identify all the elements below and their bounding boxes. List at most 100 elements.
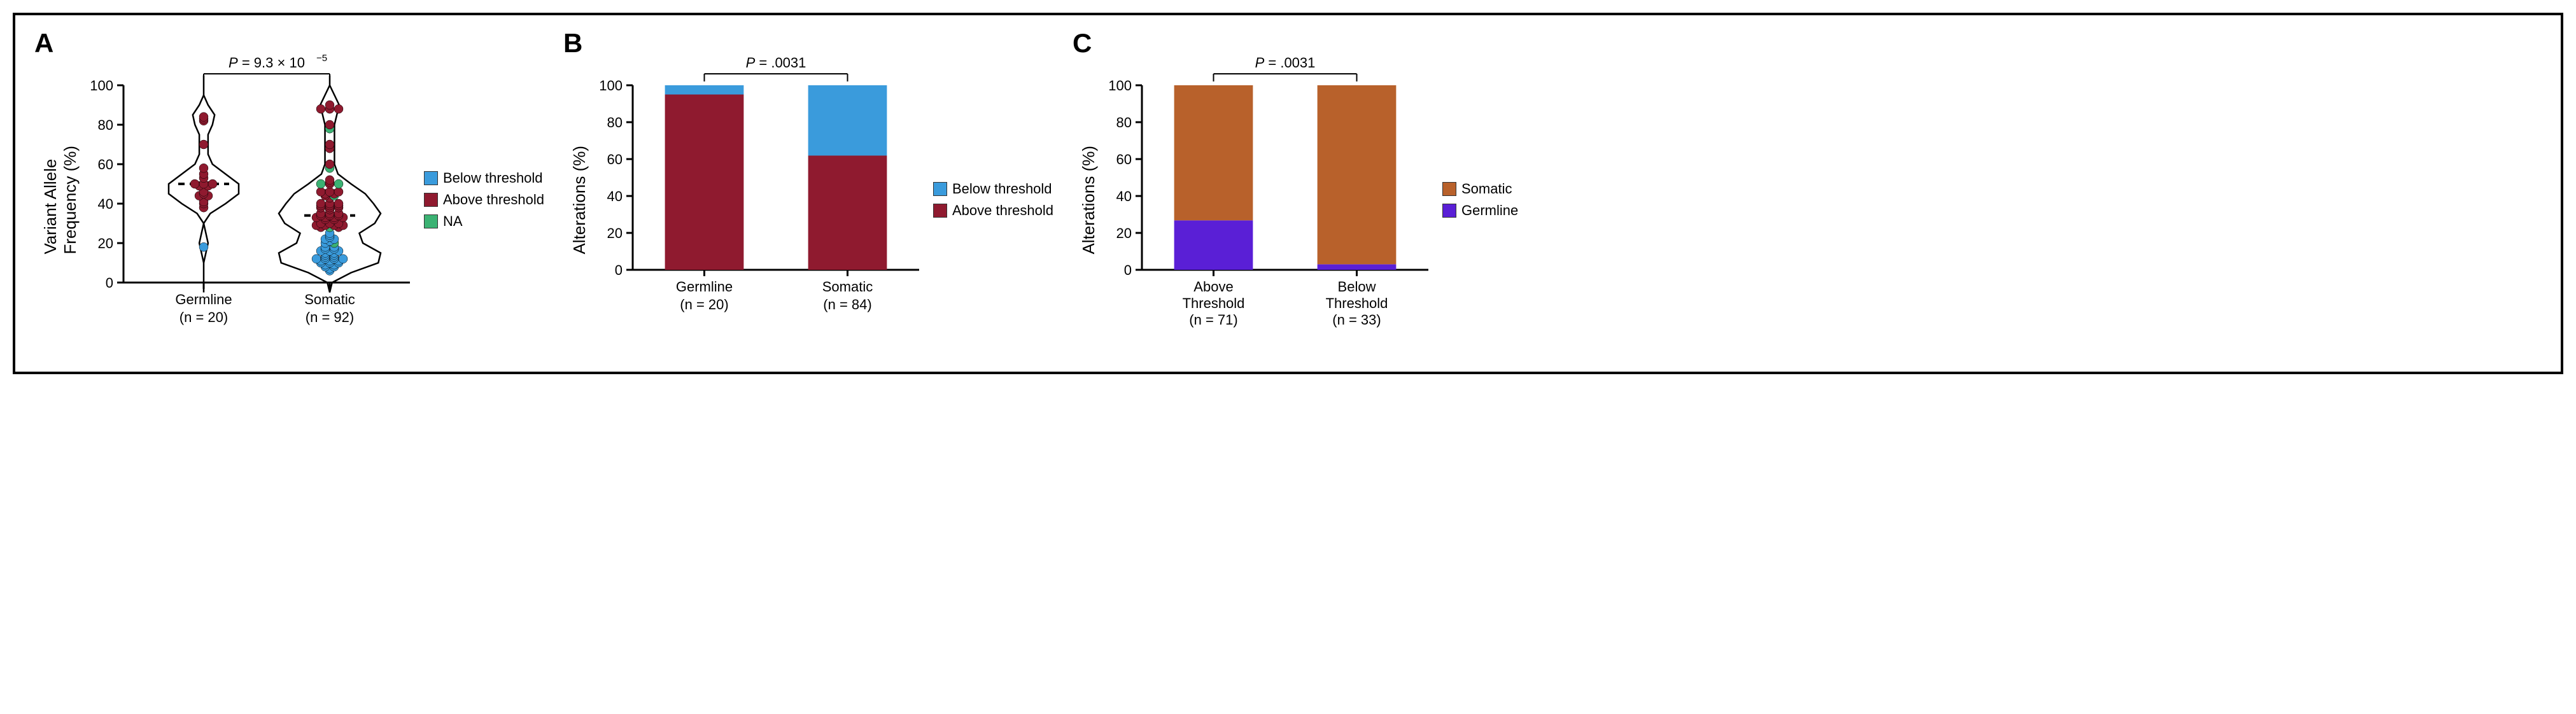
- svg-text:Threshold: Threshold: [1326, 295, 1388, 311]
- svg-text:60: 60: [607, 151, 623, 167]
- svg-text:(n = 71): (n = 71): [1189, 312, 1237, 328]
- data-point: [199, 164, 208, 172]
- svg-text:0: 0: [106, 275, 113, 291]
- svg-text:100: 100: [90, 78, 113, 94]
- svg-text:(n = 33): (n = 33): [1332, 312, 1381, 328]
- svg-text:(n = 20): (n = 20): [680, 297, 728, 312]
- panel-b: B Alterations (%) 020406080100Germline(n…: [570, 34, 1053, 353]
- bar-segment: [1318, 264, 1397, 270]
- legend-swatch: [933, 182, 947, 196]
- data-point: [325, 160, 334, 169]
- legend-item: Above threshold: [424, 192, 544, 208]
- legend-item: Below threshold: [424, 170, 544, 186]
- svg-text:80: 80: [1116, 115, 1132, 130]
- panel-b-legend: Below threshold Above threshold: [933, 181, 1053, 219]
- data-point: [312, 255, 321, 263]
- svg-text:0: 0: [615, 262, 623, 278]
- legend-label: Above threshold: [443, 192, 544, 208]
- panel-a-label: A: [34, 28, 53, 59]
- svg-text:20: 20: [1116, 225, 1132, 241]
- data-point: [325, 187, 334, 196]
- legend-item: Below threshold: [933, 181, 1053, 197]
- figure-container: A Variant AlleleFrequency (%) 0 20 40 60 80 1…: [13, 13, 2563, 374]
- data-point: [199, 140, 208, 149]
- legend-label: Below threshold: [443, 170, 543, 186]
- panel-c-label: C: [1073, 28, 1092, 59]
- data-point: [325, 140, 334, 149]
- svg-text:20: 20: [607, 225, 623, 241]
- panel-c-ylabel: Alterations (%): [1079, 146, 1099, 255]
- svg-text:100: 100: [599, 78, 623, 94]
- data-point: [199, 242, 208, 251]
- svg-text:(n = 20): (n = 20): [179, 309, 228, 325]
- svg-text:P = .0031: P = .0031: [746, 55, 806, 71]
- data-point: [190, 179, 199, 188]
- panel-c-legend: Somatic Germline: [1442, 181, 1518, 219]
- legend-label: Somatic: [1461, 181, 1512, 197]
- svg-text:−5: −5: [316, 53, 327, 64]
- legend-item: NA: [424, 213, 544, 230]
- bar-segment: [808, 155, 887, 270]
- panel-c-stacked-bar: 020406080100AboveThreshold(n = 71)BelowT…: [1104, 47, 1435, 353]
- svg-text:40: 40: [98, 196, 113, 212]
- bar-segment: [1318, 85, 1397, 264]
- panel-a-ylabel: Variant AlleleFrequency (%): [41, 146, 80, 255]
- legend-label: Above threshold: [952, 202, 1053, 219]
- svg-text:Threshold: Threshold: [1183, 295, 1245, 311]
- bar-segment: [665, 95, 744, 270]
- panel-b-label: B: [563, 28, 582, 59]
- svg-text:0: 0: [1124, 262, 1132, 278]
- svg-text:Somatic: Somatic: [304, 291, 355, 307]
- legend-item: Somatic: [1442, 181, 1518, 197]
- svg-text:Germline: Germline: [175, 291, 232, 307]
- svg-text:80: 80: [607, 115, 623, 130]
- svg-text:Germline: Germline: [676, 279, 733, 295]
- data-point: [316, 187, 325, 196]
- svg-text:(n = 92): (n = 92): [306, 309, 354, 325]
- svg-text:Below: Below: [1338, 279, 1376, 295]
- svg-text:80: 80: [98, 117, 113, 133]
- data-point: [339, 255, 348, 263]
- data-point: [316, 104, 325, 113]
- bar-segment: [1174, 220, 1253, 270]
- svg-text:100: 100: [1108, 78, 1132, 94]
- data-point: [316, 199, 325, 208]
- svg-text:20: 20: [98, 235, 113, 251]
- legend-label: Below threshold: [952, 181, 1052, 197]
- svg-text:40: 40: [1116, 188, 1132, 204]
- svg-text:60: 60: [1116, 151, 1132, 167]
- data-point: [325, 120, 334, 129]
- panel-a: A Variant AlleleFrequency (%) 0204060801…: [41, 34, 544, 353]
- data-point: [199, 113, 208, 122]
- legend-swatch: [1442, 182, 1456, 196]
- svg-text:Somatic: Somatic: [822, 279, 873, 295]
- legend-swatch: [933, 204, 947, 218]
- legend-item: Above threshold: [933, 202, 1053, 219]
- data-point: [334, 104, 343, 113]
- data-point: [325, 176, 334, 185]
- data-point: [316, 179, 325, 188]
- panel-a-violin-plot: 020406080100Germline(n = 20)Somatic(n = …: [85, 47, 416, 353]
- legend-label: NA: [443, 213, 463, 230]
- bar-segment: [1174, 85, 1253, 220]
- data-point: [334, 199, 343, 208]
- bar-segment: [665, 85, 744, 95]
- bar-segment: [808, 85, 887, 155]
- panel-b-stacked-bar: 0 20 40 60 80 100 Germline (n = 20) Somatic (n = …: [595, 47, 926, 353]
- legend-swatch: [1442, 204, 1456, 218]
- data-point: [334, 187, 343, 196]
- svg-text:P = 9.3 × 10: P = 9.3 × 10: [229, 55, 305, 71]
- legend-swatch: [424, 171, 438, 185]
- legend-swatch: [424, 193, 438, 207]
- svg-text:(n = 84): (n = 84): [823, 297, 871, 312]
- svg-text:40: 40: [607, 188, 623, 204]
- data-point: [208, 179, 217, 188]
- panel-b-ylabel: Alterations (%): [570, 146, 589, 255]
- data-point: [325, 101, 334, 109]
- panel-a-legend: Below threshold Above threshold NA: [424, 170, 544, 230]
- svg-text:Above: Above: [1193, 279, 1233, 295]
- data-point: [334, 179, 343, 188]
- legend-swatch: [424, 214, 438, 228]
- svg-text:P = .0031: P = .0031: [1255, 55, 1316, 71]
- legend-item: Germline: [1442, 202, 1518, 219]
